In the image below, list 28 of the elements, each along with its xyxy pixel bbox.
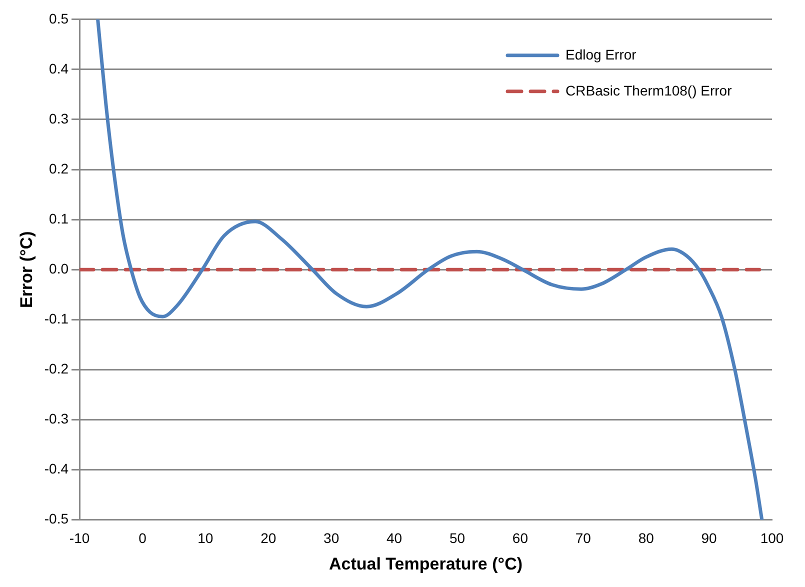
line-series <box>96 19 764 520</box>
x-tick-label: 30 <box>324 530 340 546</box>
x-tick-label: 80 <box>638 530 654 546</box>
y-tick-label: -0.3 <box>44 410 69 427</box>
y-tick-label: 0.1 <box>49 210 69 226</box>
x-tick-label: -10 <box>69 530 90 546</box>
y-tick-label: 0.3 <box>49 110 69 126</box>
y-tick-label: 0.4 <box>49 60 69 76</box>
x-tick-label: 60 <box>512 530 528 546</box>
x-tick-label: 20 <box>260 530 276 546</box>
x-tick-label: 50 <box>449 530 466 546</box>
y-tick-label: 0.0 <box>49 260 69 276</box>
y-tick-label: -0.2 <box>44 360 69 377</box>
x-tick-label: 100 <box>760 530 784 546</box>
x-tick-label: 90 <box>701 530 718 546</box>
y-tick-label: -0.1 <box>44 310 69 326</box>
legend-label: Edlog Error <box>566 46 637 62</box>
x-axis-title: Actual Temperature (°C) <box>328 554 523 574</box>
legend-label: CRBasic Therm108() Error <box>566 82 732 98</box>
y-tick-label: -0.5 <box>44 510 69 527</box>
y-tick-label: 0.2 <box>49 160 69 176</box>
x-tick-label: 10 <box>198 530 214 546</box>
x-tick-label: 70 <box>575 530 592 546</box>
y-axis-title: Error (°C) <box>16 231 36 308</box>
y-tick-label: -0.4 <box>44 460 69 477</box>
x-tick-label: 40 <box>386 530 402 546</box>
x-tick-label: 0 <box>138 530 147 546</box>
y-tick-label: 0.5 <box>49 10 69 26</box>
